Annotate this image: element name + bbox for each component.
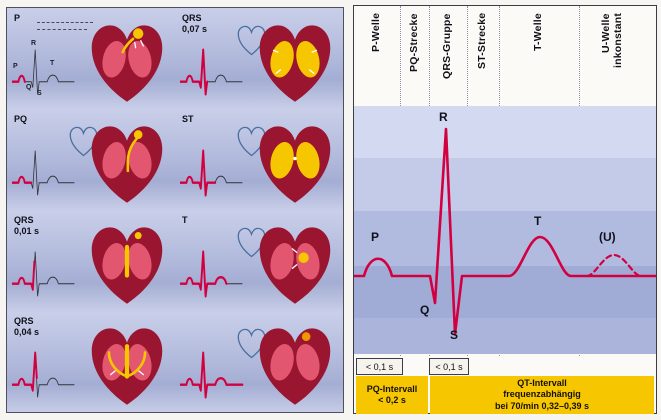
mini-wave-label-r: R: [31, 40, 37, 47]
ecg-phase-cell-6: T: [175, 210, 343, 311]
ecg-phase-cell-3: PQ: [7, 109, 175, 210]
wave-label-s: S: [450, 328, 459, 342]
ecg-trace: [179, 38, 244, 106]
mini-wave-label-p: P: [13, 63, 18, 70]
cell-label: T: [182, 215, 188, 225]
wave-label-t: T: [534, 214, 542, 228]
ecg-trace: [11, 38, 76, 106]
ecg-phase-cell-5: QRS 0,01 s: [7, 210, 175, 311]
ecg-trace: [11, 240, 76, 308]
pq-interval-box: PQ-Intervall < 0,2 s: [356, 376, 428, 414]
column-label-qrs-gruppe: QRS-Gruppe: [441, 13, 453, 79]
heart-illustration: [84, 116, 170, 208]
heart-illustration: [252, 15, 338, 107]
ecg-trace: [179, 240, 244, 308]
ecg-trace: [11, 341, 76, 409]
heart-illustration: [252, 217, 338, 309]
mini-wave-label-q: Q: [26, 84, 32, 91]
wave-label-r: R: [439, 110, 448, 124]
qt-interval-line2: frequenzabhängig: [503, 389, 581, 400]
ecg-trace: [179, 341, 244, 409]
pq-interval-line1: PQ-Intervall: [366, 383, 418, 394]
pq-interval-line2: < 0,2 s: [378, 395, 406, 405]
leader-line: [37, 29, 87, 30]
cell-label: QRS 0,01 s: [14, 215, 40, 236]
qrs-duration-box: < 0,1 s: [429, 358, 469, 375]
ecg-phase-cell-8: [175, 311, 343, 412]
mini-wave-label-t: T: [50, 60, 55, 67]
heart-illustration: [252, 318, 338, 410]
column-label-u-welle: U-Welle inkonstant: [600, 13, 625, 69]
leader-line: [37, 22, 93, 23]
qt-interval-line1: QT-Intervall: [517, 378, 567, 389]
ecg-trace: [179, 139, 244, 207]
wave-label-p: P: [371, 230, 380, 244]
wave-label-q: Q: [420, 303, 430, 317]
heart-illustration: [84, 318, 170, 410]
column-label-t-welle: T-Welle: [532, 13, 544, 51]
heart-illustration: [252, 116, 338, 208]
ecg-trace: [11, 139, 76, 207]
ecg-phase-cell-4: ST: [175, 109, 343, 210]
ecg-curve: [354, 127, 656, 336]
column-label-p-welle: P-Welle: [370, 13, 382, 53]
left-panel: P R P T Q S QRS 0,07 s PQ ST QRS 0,01 s T QRS 0,04 s: [6, 7, 344, 413]
wave-label-u: (U): [599, 230, 616, 244]
cell-label: QRS 0,04 s: [14, 316, 40, 337]
ecg-phase-cell-7: QRS 0,04 s: [7, 311, 175, 412]
qt-interval-box: QT-Intervall frequenzabhängig bei 70/min…: [430, 376, 654, 414]
cell-label: PQ: [14, 114, 28, 124]
ecg-phase-cell-2: QRS 0,07 s: [175, 8, 343, 109]
column-label-pq-strecke: PQ-Strecke: [408, 13, 420, 72]
p-duration-box: < 0,1 s: [356, 358, 403, 375]
cell-label: ST: [182, 114, 194, 124]
cell-label: QRS 0,07 s: [182, 13, 208, 34]
right-panel: P-Welle PQ-Strecke QRS-Gruppe ST-Strecke…: [353, 5, 657, 414]
qt-interval-line3: bei 70/min 0,32–0,39 s: [494, 400, 590, 411]
cell-label: P: [14, 13, 21, 23]
column-label-st-strecke: ST-Strecke: [476, 13, 488, 70]
heart-illustration: [84, 217, 170, 309]
ecg-diagram: P R Q S T (U): [354, 106, 656, 354]
heart-illustration: [84, 15, 170, 107]
mini-wave-label-s: S: [37, 90, 42, 97]
